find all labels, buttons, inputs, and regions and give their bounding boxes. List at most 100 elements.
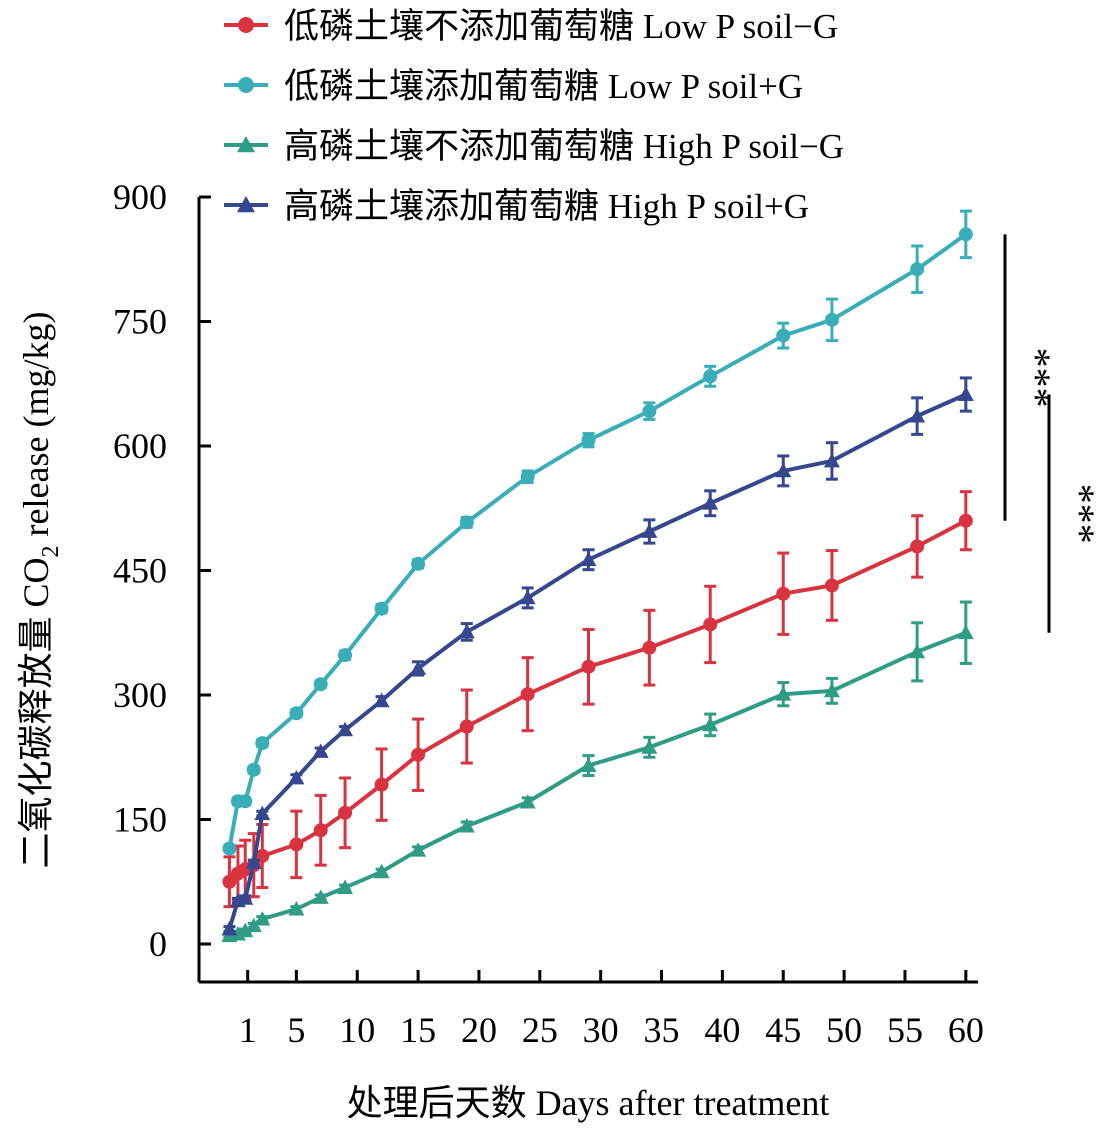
data-point [337,879,354,894]
data-point [957,386,974,401]
x-tick-label-35: 35 [644,1010,680,1050]
data-point [775,462,792,478]
legend-label: 低磷土壤不添加葡萄糖 Low P soil−G [284,7,838,46]
data-point [313,677,328,692]
data-point [374,777,389,792]
data-point [910,262,925,277]
data-point [703,369,718,384]
data-point [823,452,840,468]
data-point [520,687,535,702]
data-point [410,842,427,857]
data-point [255,736,270,751]
data-point [957,624,974,640]
data-point [641,739,658,754]
data-point [246,762,261,777]
legend: 低磷土壤不添加葡萄糖 Low P soil−G 低磷土壤添加葡萄糖 Low P s… [224,7,844,226]
x-tick-label-45: 45 [765,1010,801,1050]
data-point [776,586,791,601]
legend-label: 高磷土壤添加葡萄糖 High P soil+G [284,187,809,226]
data-point [411,556,426,571]
significance-label-1: *** [1058,484,1102,544]
y-tick-label-600: 600 [113,426,167,466]
legend-entry-0: 低磷土壤不添加葡萄糖 Low P soil−G [224,7,838,46]
series-2 [221,600,974,943]
data-point [458,623,475,639]
data-point [245,917,262,933]
significance-annotations: *** *** [1003,234,1102,633]
x-tick-label-30: 30 [583,1010,619,1050]
series-3 [221,376,974,936]
data-point [824,312,839,327]
legend-marker [237,136,255,153]
data-point [958,227,973,242]
legend-entry-2: 高磷土壤不添加葡萄糖 High P soil−G [224,127,844,166]
data-point [222,841,237,856]
legend-marker [238,17,254,33]
data-point [238,794,253,809]
data-point [520,469,535,484]
series-layer [221,209,974,943]
data-point [410,660,427,675]
data-point [641,523,658,538]
data-point [642,404,657,419]
y-tick-label-750: 750 [113,302,167,342]
data-point [313,823,328,838]
data-point [312,889,329,904]
data-point [289,837,304,852]
data-point [642,640,657,655]
x-tick-label-10: 10 [339,1010,375,1050]
data-point [823,682,840,698]
data-point [237,890,254,905]
data-point [411,747,426,762]
x-axis-title: 处理后天数 Days after treatment [347,1083,830,1123]
legend-entry-1: 低磷土壤添加葡萄糖 Low P soil+G [224,67,803,106]
x-tick-label-15: 15 [400,1010,436,1050]
data-point [910,539,925,554]
data-point [373,863,390,879]
y-tick-label-900: 900 [113,177,167,217]
data-point [245,854,262,870]
data-point [909,643,926,659]
data-point [958,513,973,528]
data-point [254,911,271,926]
x-tick-label-5: 5 [287,1010,305,1050]
legend-marker [237,196,255,213]
data-point [703,617,718,632]
x-tick-label-25: 25 [522,1010,558,1050]
data-point [581,433,596,448]
data-point [312,743,329,758]
y-tick-label-0: 0 [149,924,167,964]
series-line [228,518,967,884]
data-point [289,706,304,721]
data-point [288,770,305,785]
data-point [580,551,597,567]
data-point [775,686,792,701]
x-tick-label-40: 40 [704,1010,740,1050]
x-tick-label-60: 60 [948,1010,984,1050]
legend-label: 高磷土壤不添加葡萄糖 High P soil−G [284,127,844,166]
data-point [702,495,719,510]
legend-entry-3: 高磷土壤添加葡萄糖 High P soil+G [224,187,809,226]
x-tick-label-55: 55 [887,1010,923,1050]
data-point [702,716,719,732]
x-tick-label-20: 20 [461,1010,497,1050]
data-point [909,408,926,423]
x-tick-label-1: 1 [239,1010,257,1050]
data-point [338,648,353,663]
axes: 0 150 300 450 600 750 900 1 5 10 15 20 25 30 35 40 45 50 5… [113,177,984,1050]
series-line [227,232,967,849]
x-tick-label-50: 50 [826,1010,862,1050]
data-point [519,794,536,809]
data-point [776,328,791,343]
data-point [338,805,353,820]
y-tick-label-150: 150 [113,800,167,840]
data-point [373,692,390,708]
data-point [337,721,354,737]
data-point [459,515,474,530]
data-point [580,757,597,772]
y-tick-label-450: 450 [113,551,167,591]
legend-marker [238,77,254,93]
data-point [221,921,238,936]
data-point [458,818,475,833]
data-point [519,589,536,605]
